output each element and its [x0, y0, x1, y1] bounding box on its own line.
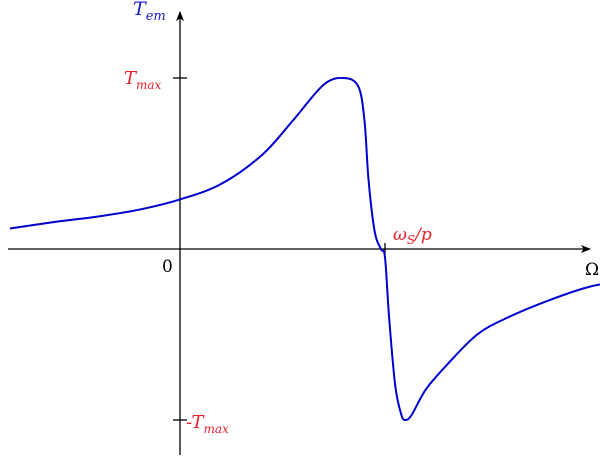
sync-speed-label: ωS/p	[393, 225, 432, 247]
tmax-label: Tmax	[124, 68, 162, 92]
y-axis-label: Tem	[133, 0, 166, 24]
torque-curve	[9, 76, 600, 422]
origin-label: 0	[162, 257, 173, 277]
neg-tmax-label: -Tmax	[186, 412, 229, 436]
x-axis-label: Ω	[585, 260, 599, 280]
